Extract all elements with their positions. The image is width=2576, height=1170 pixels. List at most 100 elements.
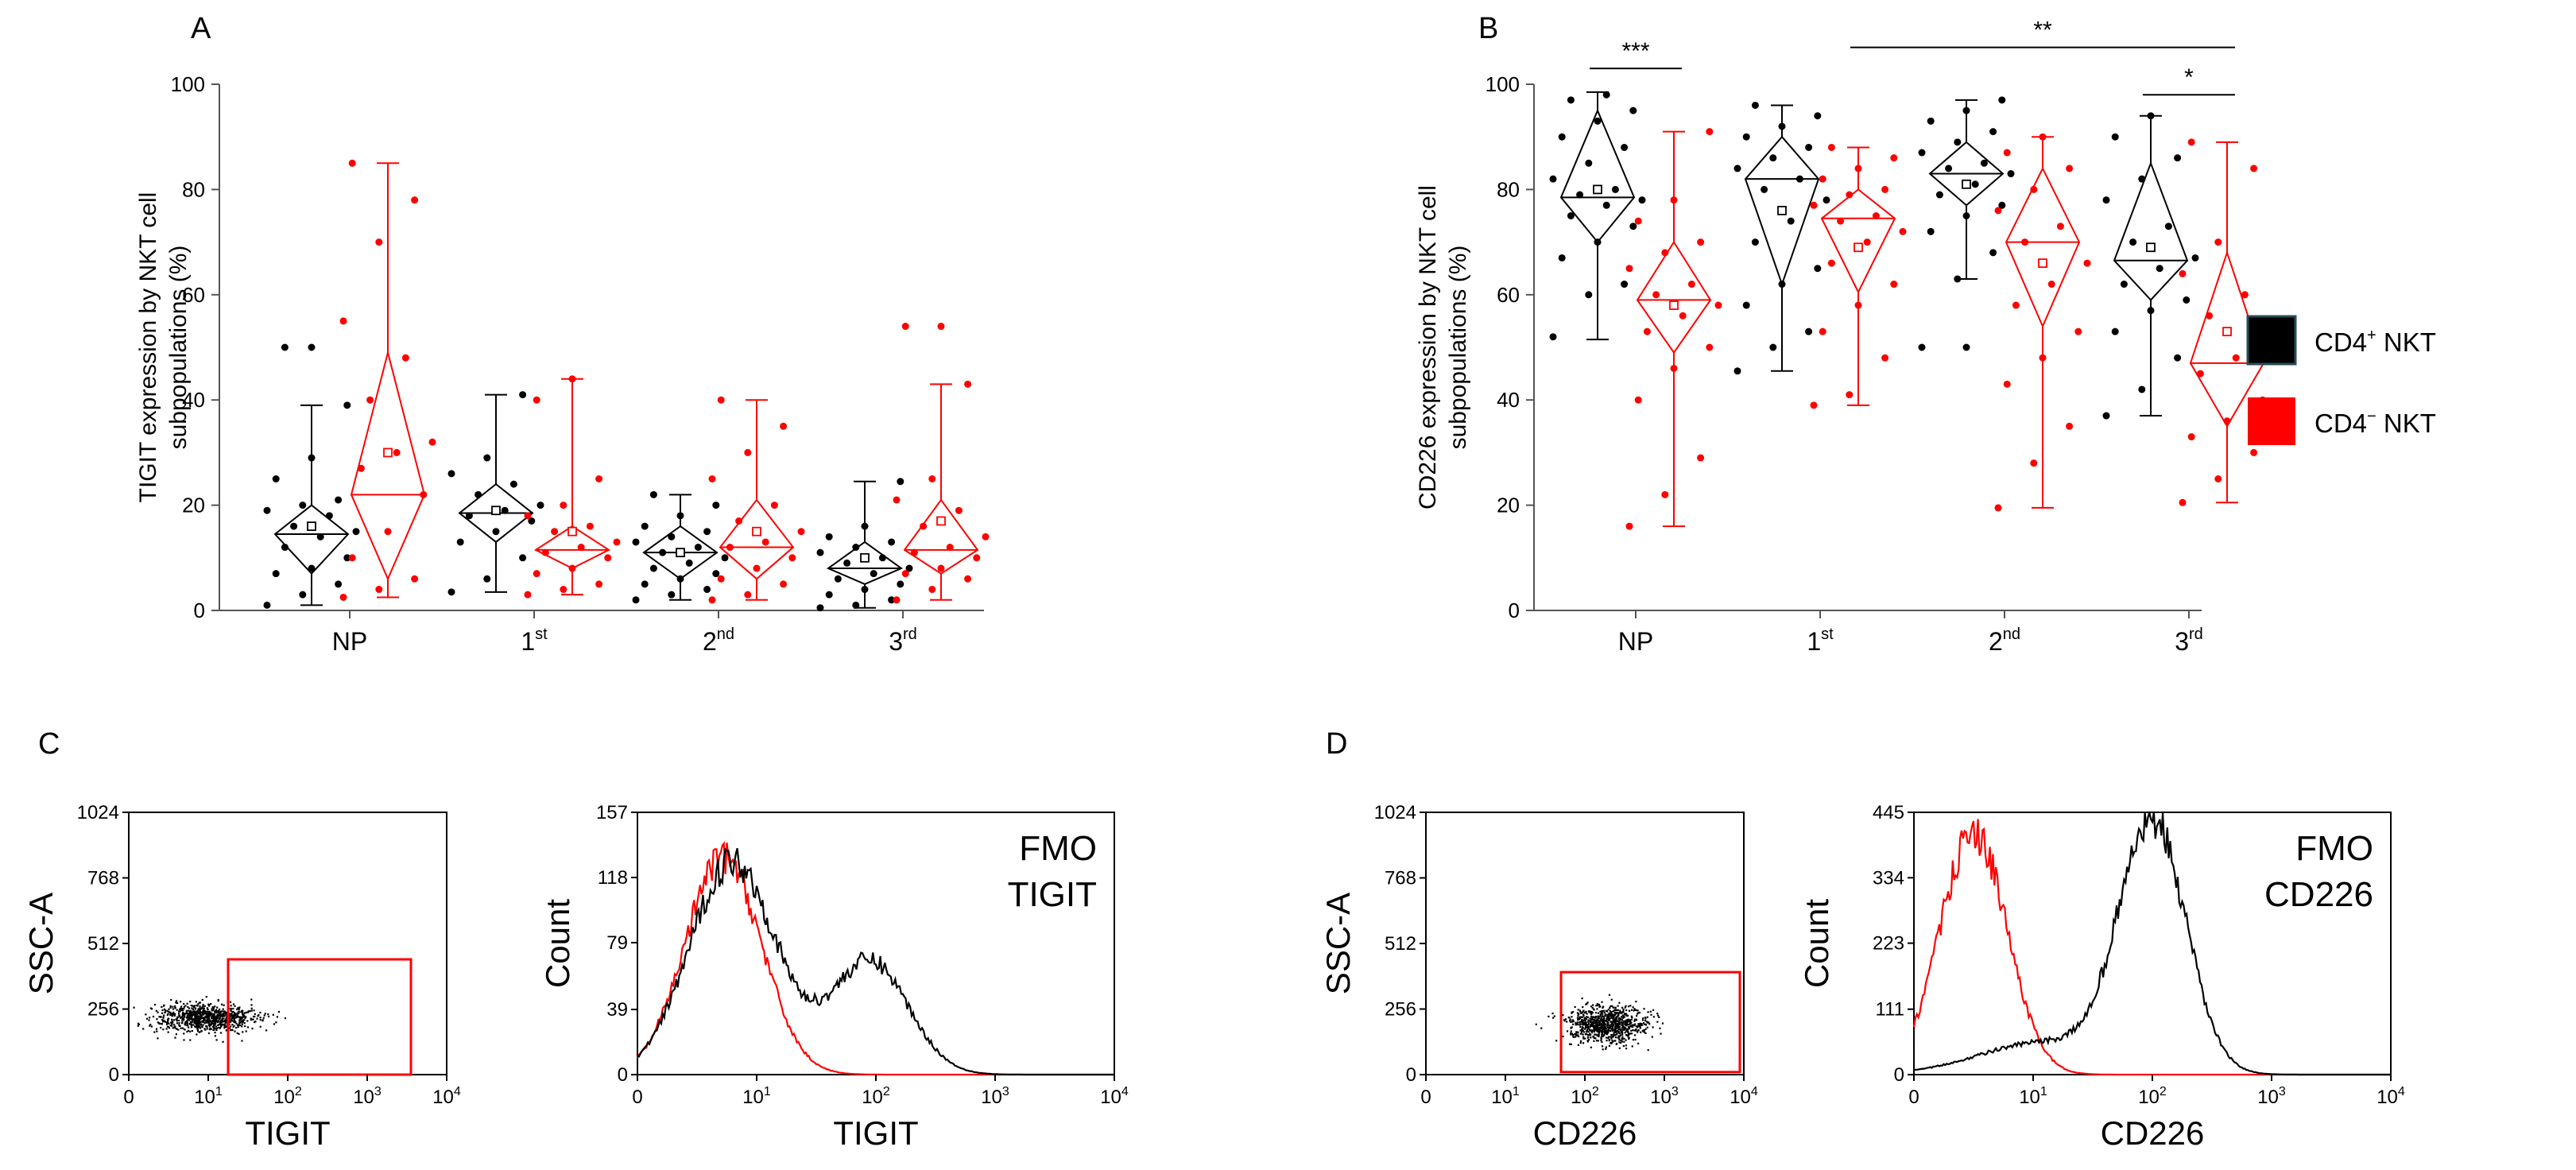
data-point	[1661, 249, 1669, 257]
y-tick-label: 60	[182, 283, 205, 307]
event-dot	[1609, 1007, 1611, 1009]
event-dot	[1619, 1029, 1621, 1032]
event-dot	[196, 1030, 199, 1032]
event-dot	[1582, 1014, 1585, 1017]
event-dot	[1551, 1012, 1554, 1015]
data-point	[1998, 96, 2006, 104]
event-dot	[161, 1021, 165, 1023]
event-dot	[142, 1028, 145, 1030]
data-point	[2187, 138, 2195, 146]
data-point	[1994, 504, 2002, 512]
event-dot	[1577, 1032, 1579, 1034]
event-dot	[150, 1025, 153, 1028]
event-dot	[1582, 1005, 1584, 1009]
event-dot	[1591, 1025, 1594, 1027]
legend: CD4+ NKT CD4− NKT	[2246, 315, 2436, 445]
event-dot	[222, 1023, 224, 1025]
event-dot	[145, 1017, 149, 1020]
event-dot	[1576, 1012, 1579, 1014]
event-dot	[133, 1006, 135, 1009]
event-dot	[218, 1023, 220, 1026]
event-dot	[190, 1023, 193, 1025]
event-dot	[1658, 1016, 1660, 1018]
event-dot	[230, 1014, 232, 1017]
event-dot	[172, 1019, 175, 1021]
event-dot	[1622, 1015, 1625, 1017]
event-dot	[201, 1021, 204, 1023]
event-dot	[1624, 1013, 1626, 1016]
data-point	[676, 575, 684, 583]
event-dot	[168, 1022, 170, 1025]
data-point	[888, 596, 896, 604]
event-dot	[1591, 1019, 1594, 1021]
event-dot	[1619, 1009, 1621, 1012]
event-dot	[1627, 1036, 1629, 1038]
iqr-diamond	[719, 498, 795, 580]
event-dot	[202, 1005, 204, 1007]
data-point	[366, 396, 374, 404]
data-point	[2074, 327, 2082, 335]
event-dot	[198, 1009, 200, 1011]
event-dot	[1582, 1036, 1585, 1038]
histogram-x-tick-label: 101	[742, 1085, 771, 1108]
data-point	[843, 559, 851, 567]
event-dot	[213, 1015, 215, 1017]
event-dot	[1606, 1013, 1609, 1016]
event-dot	[216, 1016, 219, 1018]
data-point	[2174, 354, 2182, 362]
event-dot	[229, 1020, 231, 1022]
event-dot	[1592, 1016, 1594, 1018]
event-dot	[1638, 1011, 1641, 1014]
event-dot	[1595, 1019, 1598, 1022]
event-dot	[1621, 1024, 1623, 1026]
event-dot	[1611, 1005, 1613, 1007]
event-dot	[1582, 1031, 1586, 1033]
event-dot	[1604, 1020, 1607, 1022]
event-dot	[1586, 1016, 1588, 1018]
histogram-legend-cd226: CD226	[2264, 875, 2373, 914]
event-dot	[1594, 1033, 1596, 1036]
event-dot	[170, 1021, 172, 1024]
event-dot	[1624, 1013, 1626, 1015]
event-dot	[1600, 1010, 1603, 1013]
event-dot	[1607, 1029, 1610, 1032]
event-dot	[1621, 1029, 1624, 1031]
event-dot	[1587, 1039, 1590, 1041]
event-dot	[1644, 1019, 1646, 1022]
event-dot	[1618, 1041, 1621, 1044]
event-dot	[197, 1015, 199, 1017]
event-dot	[198, 1017, 200, 1020]
event-dot	[1614, 1024, 1617, 1026]
event-dot	[237, 1025, 239, 1029]
event-dot	[1580, 1016, 1582, 1018]
event-dot	[1600, 1036, 1602, 1039]
event-dot	[1590, 1032, 1594, 1034]
event-dot	[225, 1019, 227, 1021]
event-dot	[1651, 1036, 1653, 1038]
event-dot	[1617, 1029, 1620, 1031]
dotplot-x-tick-label: 101	[194, 1085, 223, 1108]
event-dot	[242, 1009, 244, 1012]
data-point	[411, 196, 419, 204]
data-point	[1643, 327, 1651, 335]
event-dot	[1622, 1008, 1625, 1010]
event-dot	[189, 1021, 192, 1023]
event-dot	[1582, 1016, 1584, 1018]
event-dot	[241, 1020, 243, 1022]
event-dot	[1626, 1029, 1629, 1031]
data-point	[509, 480, 517, 488]
event-dot	[1599, 1015, 1602, 1017]
data-point	[1742, 301, 1750, 309]
event-dot	[1639, 1022, 1641, 1025]
data-point	[2003, 149, 2011, 157]
event-dot	[1580, 1012, 1582, 1015]
data-point	[528, 517, 536, 525]
event-dot	[244, 1017, 246, 1020]
event-dot	[191, 1029, 193, 1032]
data-point	[1837, 217, 1845, 225]
event-dot	[1583, 1028, 1586, 1030]
data-point	[641, 522, 649, 530]
data-point	[1918, 149, 1926, 157]
event-dot	[1587, 1024, 1590, 1026]
event-dot	[1640, 1031, 1642, 1033]
